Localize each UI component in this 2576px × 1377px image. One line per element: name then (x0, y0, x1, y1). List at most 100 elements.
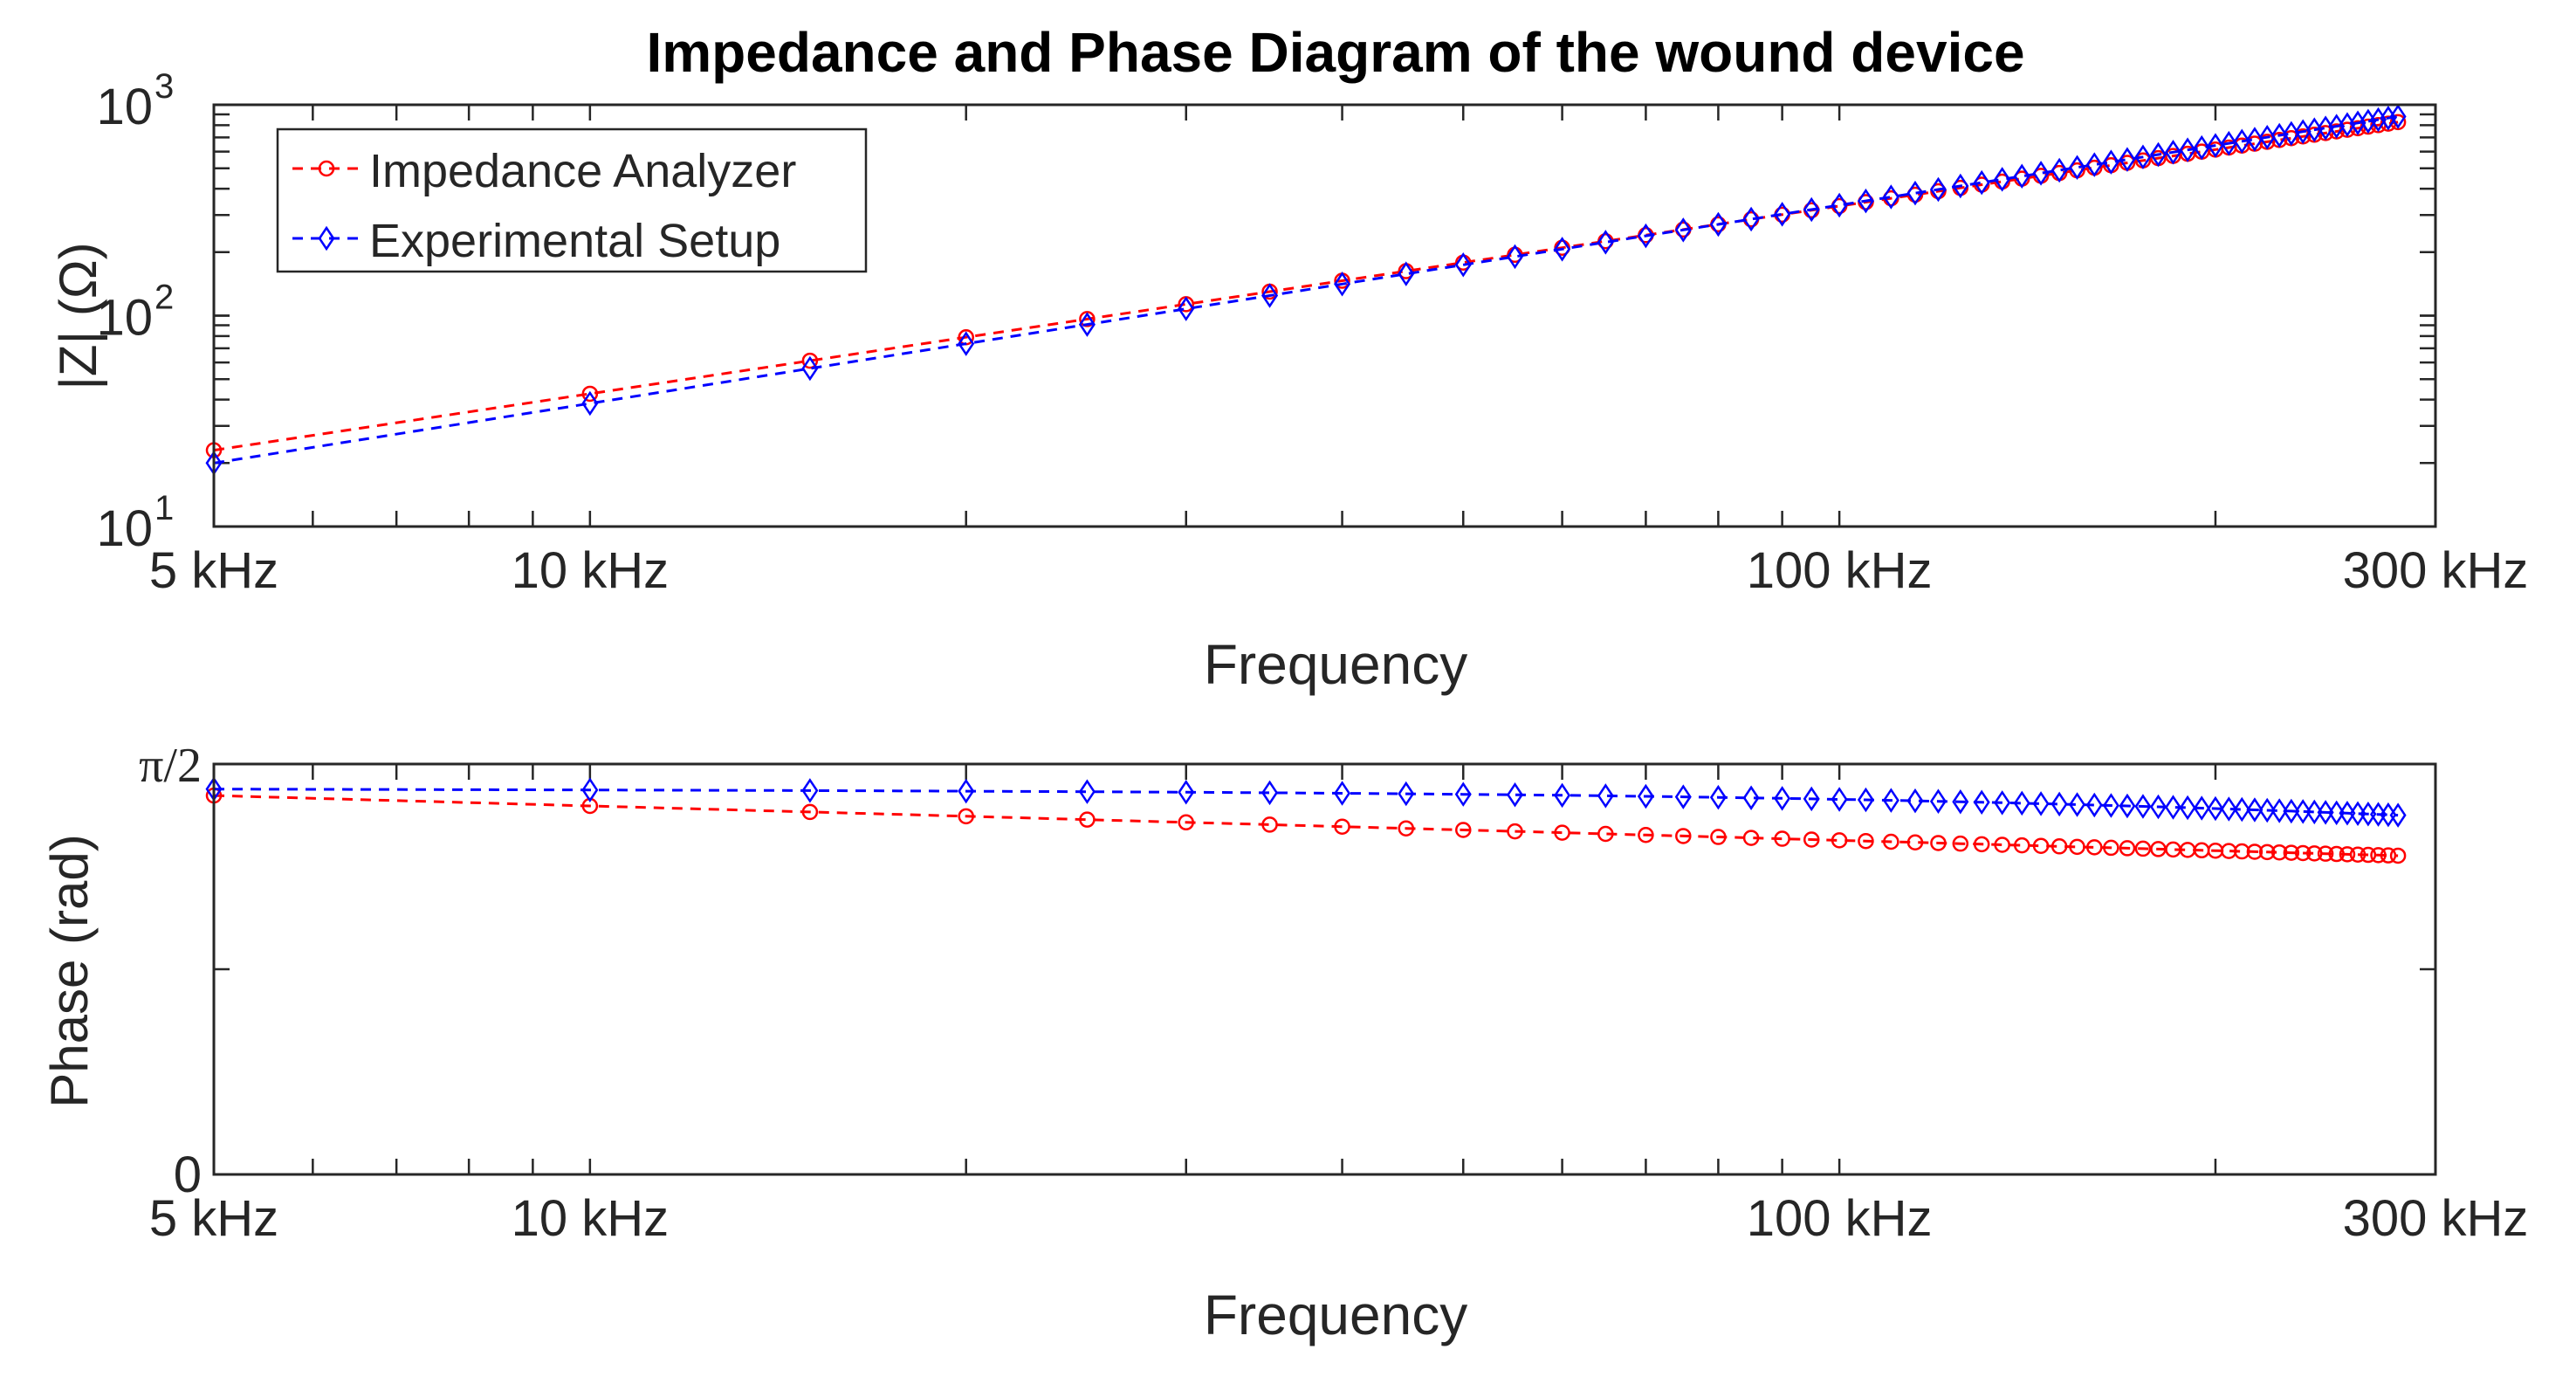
series-line-setup (213, 788, 2399, 817)
data-point-analyzer (1455, 822, 1472, 838)
x-tick-label: 300 kHz (2343, 1190, 2529, 1247)
x-tick-label: 10 kHz (512, 1190, 670, 1247)
data-point-analyzer (1178, 814, 1194, 831)
impedance-x-axis-label: Frequency (1204, 633, 1467, 696)
data-point-analyzer (801, 803, 819, 821)
data-point-setup (1554, 782, 1571, 809)
data-point-setup (2294, 799, 2312, 824)
data-point-analyzer (1261, 816, 1278, 833)
data-point-analyzer (1079, 811, 1096, 828)
data-point-analyzer (1994, 837, 2010, 853)
y-tick-label: 10 (96, 290, 153, 347)
data-point-analyzer (1334, 818, 1350, 835)
legend: Impedance Analyzer Experimental Setup (276, 127, 868, 273)
data-point-setup (2389, 802, 2407, 828)
data-point-setup (1952, 173, 1969, 199)
data-point-setup (1078, 312, 1096, 337)
x-tick-label: 5 kHz (149, 1190, 278, 1247)
data-point-setup (1334, 272, 1351, 297)
data-point-setup (2193, 134, 2210, 161)
data-point-analyzer (1710, 829, 1727, 845)
legend-setup-label: Experimental Setup (369, 215, 780, 267)
data-point-setup (2246, 797, 2263, 823)
series-line-analyzer (213, 794, 2399, 857)
data-point-setup (2102, 149, 2119, 175)
data-point-setup (2032, 161, 2050, 186)
data-point-analyzer (1858, 832, 1874, 850)
data-point-setup (1774, 786, 1791, 811)
x-tick-label: 300 kHz (2343, 542, 2529, 599)
data-point-setup (2134, 794, 2152, 819)
data-point-setup (1507, 244, 1524, 270)
data-point-setup (2339, 801, 2356, 826)
data-point-setup (2032, 791, 2050, 816)
data-point-setup (2328, 800, 2346, 826)
data-point-setup (2220, 796, 2237, 822)
data-point-setup (581, 390, 599, 417)
data-point-analyzer (1398, 820, 1415, 837)
data-point-analyzer (2258, 843, 2276, 861)
data-point-setup (2119, 147, 2136, 172)
data-point-analyzer (2317, 845, 2334, 862)
data-point-setup (2050, 791, 2068, 817)
data-point-setup (2283, 798, 2300, 824)
y-tick-exponent: 3 (155, 67, 174, 106)
data-point-setup (1674, 784, 1692, 809)
data-point-setup (2317, 800, 2334, 825)
data-point-setup (2069, 792, 2086, 817)
y-tick-exponent: 1 (155, 489, 174, 527)
data-point-setup (1507, 781, 1524, 808)
y-tick-label: 10 (96, 500, 153, 557)
data-point-setup (1709, 784, 1727, 810)
data-point-setup (2193, 795, 2210, 821)
series-line-setup (213, 114, 2399, 465)
data-point-setup (1774, 202, 1791, 227)
data-point-analyzer (2294, 844, 2312, 862)
data-point-analyzer (1774, 830, 1790, 847)
x-tick-label: 100 kHz (1747, 542, 1933, 599)
legend-box (276, 127, 868, 273)
data-point-analyzer (2032, 837, 2050, 854)
data-point-analyzer (1638, 827, 1654, 843)
data-point-setup (1554, 237, 1571, 262)
data-point-setup (2165, 795, 2182, 820)
data-point-setup (2220, 130, 2237, 156)
data-point-setup (1857, 787, 1874, 813)
data-point-analyzer (2086, 839, 2103, 856)
data-point-analyzer (1883, 833, 1899, 850)
data-point-setup (2102, 793, 2119, 818)
data-point-setup (1178, 296, 1195, 321)
data-point-analyzer (2349, 846, 2366, 863)
data-point-analyzer (2234, 843, 2250, 860)
data-point-setup (2207, 133, 2224, 158)
data-point-setup (1742, 206, 1760, 232)
data-point-analyzer (2069, 838, 2085, 856)
data-point-analyzer (2360, 846, 2377, 864)
data-point-analyzer (2103, 839, 2119, 857)
data-point-setup (2085, 792, 2103, 818)
data-point-analyzer (2370, 847, 2387, 864)
data-point-setup (581, 777, 599, 802)
data-point-analyzer (2270, 843, 2288, 861)
data-point-setup (1929, 176, 1947, 203)
data-point-setup (2179, 795, 2196, 821)
data-point-setup (1882, 184, 1899, 210)
impedance-plot-frame (212, 103, 2437, 528)
phase-plot: 0 π/2 5 kHz 10 kHz 100 kHz 300 kHz Frequency… (40, 739, 2528, 1346)
data-point-setup (2233, 128, 2250, 155)
data-point-analyzer (2328, 845, 2345, 863)
x-tick-label: 100 kHz (1747, 1190, 1933, 1247)
data-point-setup (1709, 211, 1727, 238)
phase-plot-frame (212, 762, 2437, 1176)
data-point-analyzer (1554, 824, 1570, 841)
data-point-analyzer (1952, 835, 1969, 852)
data-point-setup (1398, 781, 1415, 807)
data-point-setup (1261, 780, 1279, 806)
phase-y-axis-label: Phase (rad) (40, 834, 99, 1107)
data-point-setup (2305, 799, 2323, 825)
data-point-setup (1882, 788, 1899, 813)
data-point-setup (1454, 252, 1472, 278)
phase-plot-background (214, 764, 2435, 1174)
data-point-analyzer (1831, 832, 1848, 849)
